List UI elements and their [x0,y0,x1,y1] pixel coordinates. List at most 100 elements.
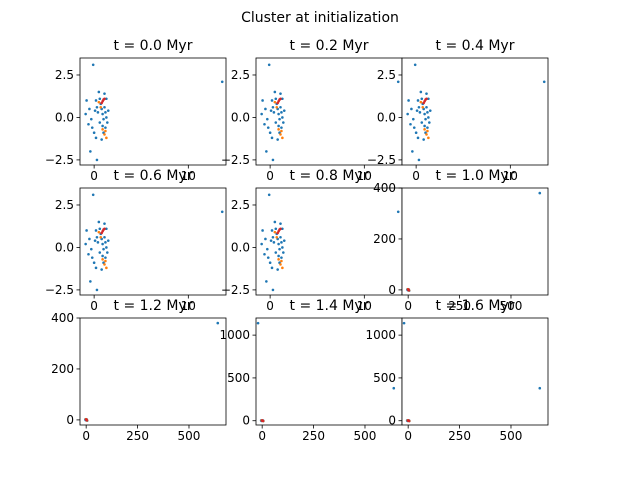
data-point-orange [280,259,283,263]
y-tick-label: 500 [227,371,250,385]
data-point-blue [279,92,282,95]
data-point-blue [425,105,428,109]
data-point-blue [273,90,277,94]
x-tick-label: 0 [266,299,274,313]
data-point-orange [279,133,282,136]
data-point-blue [93,109,97,112]
data-point-blue [280,111,283,114]
data-point-blue [103,235,106,239]
data-point-blue [427,116,430,119]
data-point-blue [274,97,278,101]
data-point-blue [98,227,102,231]
subplot-grid: 0 10 −2.5 0.0 2.5 t = 0.0 Myr 0 10 −2.5 0.0 2.5 t =… [45,38,549,443]
data-point-blue [94,266,98,270]
subplot-6: 0 250 500 0 200 400 t = 1.0 Myr [373,168,549,313]
data-point-blue [427,97,430,101]
subplot-title: t = 0.0 Myr [114,38,193,54]
data-point-blue [270,99,274,102]
data-point-orange [97,230,101,234]
subplot-1: 0 10 −2.5 0.0 2.5 t = 0.0 Myr [45,38,227,183]
data-point-blue [97,90,101,94]
data-point-orange [275,235,279,239]
data-point-blue [269,239,273,242]
data-point-blue [263,252,266,256]
data-point-blue [277,254,280,258]
data-point-blue [102,247,105,251]
data-point-blue [280,256,283,259]
data-point-blue [102,117,105,121]
data-point-blue [90,117,93,121]
data-point-blue [103,222,106,225]
data-point-blue [412,117,415,121]
data-point-blue [406,112,409,116]
x-tick-label: 0 [90,169,98,183]
data-point-blue [416,99,420,102]
x-tick-label: 0 [258,429,266,443]
data-point-red [100,231,103,235]
x-tick-label: 0 [404,429,412,443]
data-point-blue [263,122,266,126]
data-point-blue [426,111,429,114]
data-point-blue [85,99,88,102]
data-point-blue [265,150,268,153]
y-tick-label: −2.5 [45,153,74,167]
data-point-blue [256,321,260,325]
data-point-blue [411,150,414,153]
data-point-orange [97,100,101,104]
data-point-blue [274,227,278,231]
data-point-blue [100,138,103,141]
data-point-blue [282,121,285,124]
data-point-orange [104,259,107,263]
subplot-title: t = 1.6 Myr [436,298,515,314]
data-point-orange [281,136,284,140]
data-point-orange [101,258,104,261]
data-point-blue [105,246,108,249]
data-point-red [425,97,428,101]
data-point-blue [89,150,92,153]
x-tick-label: 0 [404,299,412,313]
figure-suptitle: Cluster at initialization [241,10,399,26]
y-tick-label: 1000 [219,328,250,342]
data-point-blue [282,251,285,254]
x-tick-label: 0 [266,169,274,183]
data-point-blue [280,126,283,129]
subplot-title: t = 1.2 Myr [114,298,193,314]
data-point-orange [99,105,103,109]
y-tick-label: 0.0 [55,240,74,254]
data-point-blue [417,158,421,162]
data-point-orange [427,136,430,140]
subplot-2: 0 10 −2.5 0.0 2.5 t = 0.2 Myr [221,38,403,183]
data-point-orange [421,105,425,109]
data-point-blue [424,117,427,121]
data-point-blue [101,254,104,258]
data-point-blue [396,80,400,84]
x-tick-label: 500 [500,299,523,313]
y-tick-label: 500 [373,371,396,385]
data-point-blue [271,288,275,292]
data-point-blue [91,193,95,197]
x-tick-label: 500 [178,429,201,443]
data-point-blue [272,111,276,114]
x-tick-label: 250 [126,429,149,443]
y-tick-label: 2.5 [377,68,396,82]
data-point-blue [274,121,278,124]
data-point-blue [104,126,107,129]
y-tick-label: 0 [242,414,250,428]
data-point-blue [98,251,102,254]
data-point-blue [93,239,97,242]
data-point-orange [419,100,423,104]
data-point-red [103,97,106,101]
y-tick-label: −2.5 [367,153,396,167]
data-point-red [276,101,279,105]
data-point-blue [282,239,286,242]
axes-frame [255,317,403,426]
data-point-orange [99,235,103,239]
data-point-blue [425,92,428,95]
data-point-blue [98,97,102,101]
subplot-title: t = 0.4 Myr [436,38,515,54]
data-point-blue [97,220,101,224]
data-point-red [406,419,410,422]
axes-frame [79,317,227,426]
data-point-blue [105,97,108,101]
data-point-red [103,227,106,231]
